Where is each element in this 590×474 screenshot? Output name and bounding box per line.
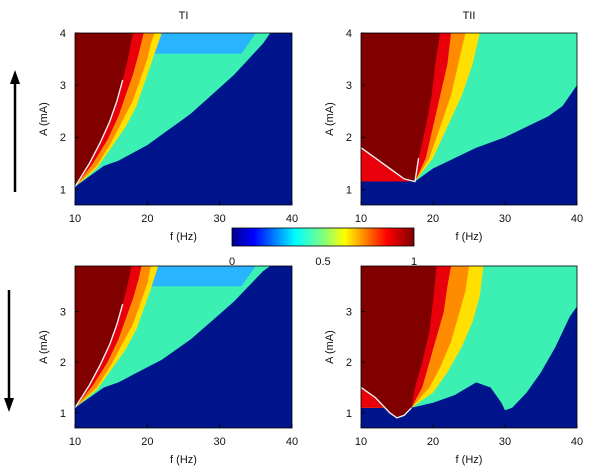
y-tick-label: 2 (60, 357, 66, 369)
colorbar-tick-label: 0.5 (315, 256, 330, 268)
up-arrow-icon (10, 70, 20, 192)
panel-title: TI (179, 10, 189, 22)
x-tick-label: 10 (69, 436, 81, 448)
x-tick-label: 30 (214, 436, 226, 448)
y-tick-label: 2 (346, 357, 352, 369)
plot-frame (360, 265, 578, 429)
heatmap-region-dark_red (75, 33, 133, 187)
plot-frame (74, 32, 293, 206)
y-axis-label: A (mA) (38, 330, 50, 364)
heatmap-panel-bottom-right: 10 20 30 40 1 2 3 f (Hz) A (mA) (324, 265, 583, 466)
x-tick-label: 20 (427, 436, 439, 448)
colorbar-tick-label: 0 (229, 256, 235, 268)
y-tick-label: 2 (60, 132, 66, 144)
y-axis-label: A (mA) (324, 330, 336, 364)
y-tick-label: 3 (346, 307, 352, 319)
panel-title: TII (463, 10, 476, 22)
y-tick-label: 2 (346, 132, 352, 144)
heatmap-panel-top-left: 10 20 30 40 1 2 3 4 f (Hz) A (mA) TI (38, 10, 298, 243)
x-axis-label: f (Hz) (170, 231, 197, 243)
y-axis-label: A (mA) (38, 102, 50, 136)
x-tick-label: 20 (141, 213, 153, 225)
plot-frame (74, 265, 293, 429)
region-boundary-line (75, 79, 124, 188)
down-arrow-icon (4, 290, 14, 412)
heatmap-region-dark_red (361, 33, 441, 182)
x-axis-label: f (Hz) (170, 454, 197, 466)
x-tick-label: 30 (214, 213, 226, 225)
x-tick-label: 20 (427, 213, 439, 225)
x-axis-label: f (Hz) (456, 454, 483, 466)
x-tick-label: 10 (69, 213, 81, 225)
colorbar: 0 0.5 1 (229, 227, 417, 268)
y-tick-label: 1 (60, 408, 66, 420)
y-tick-label: 1 (346, 408, 352, 420)
region-boundary-line (75, 303, 124, 409)
x-tick-label: 20 (141, 436, 153, 448)
x-tick-label: 40 (571, 213, 583, 225)
x-tick-label: 10 (355, 436, 367, 448)
x-tick-label: 10 (355, 213, 367, 225)
y-tick-label: 3 (60, 307, 66, 319)
y-tick-label: 3 (346, 80, 352, 92)
region-boundary-line (361, 386, 412, 419)
colorbar-gradient (231, 227, 415, 247)
x-tick-label: 30 (499, 213, 511, 225)
y-tick-label: 3 (60, 80, 66, 92)
region-boundary-line (361, 147, 420, 183)
x-tick-label: 40 (286, 436, 298, 448)
y-axis-label: A (mA) (324, 102, 336, 136)
heatmap-region-dark_red (75, 266, 132, 408)
y-tick-label: 1 (60, 184, 66, 196)
y-tick-label: 1 (346, 184, 352, 196)
y-tick-label: 4 (60, 28, 66, 40)
x-tick-label: 40 (571, 436, 583, 448)
heatmap-region-dark_red (361, 266, 437, 418)
heatmap-panel-bottom-left: 10 20 30 40 1 2 3 f (Hz) A (mA) (38, 265, 298, 466)
x-axis-label: f (Hz) (456, 231, 483, 243)
heatmap-panel-top-right: 10 20 30 40 1 2 3 4 f (Hz) A (mA) TII (324, 10, 583, 243)
x-tick-label: 40 (286, 213, 298, 225)
y-tick-label: 4 (346, 28, 352, 40)
colorbar-tick-label: 1 (411, 256, 417, 268)
plot-frame (360, 32, 578, 206)
x-tick-label: 30 (499, 436, 511, 448)
